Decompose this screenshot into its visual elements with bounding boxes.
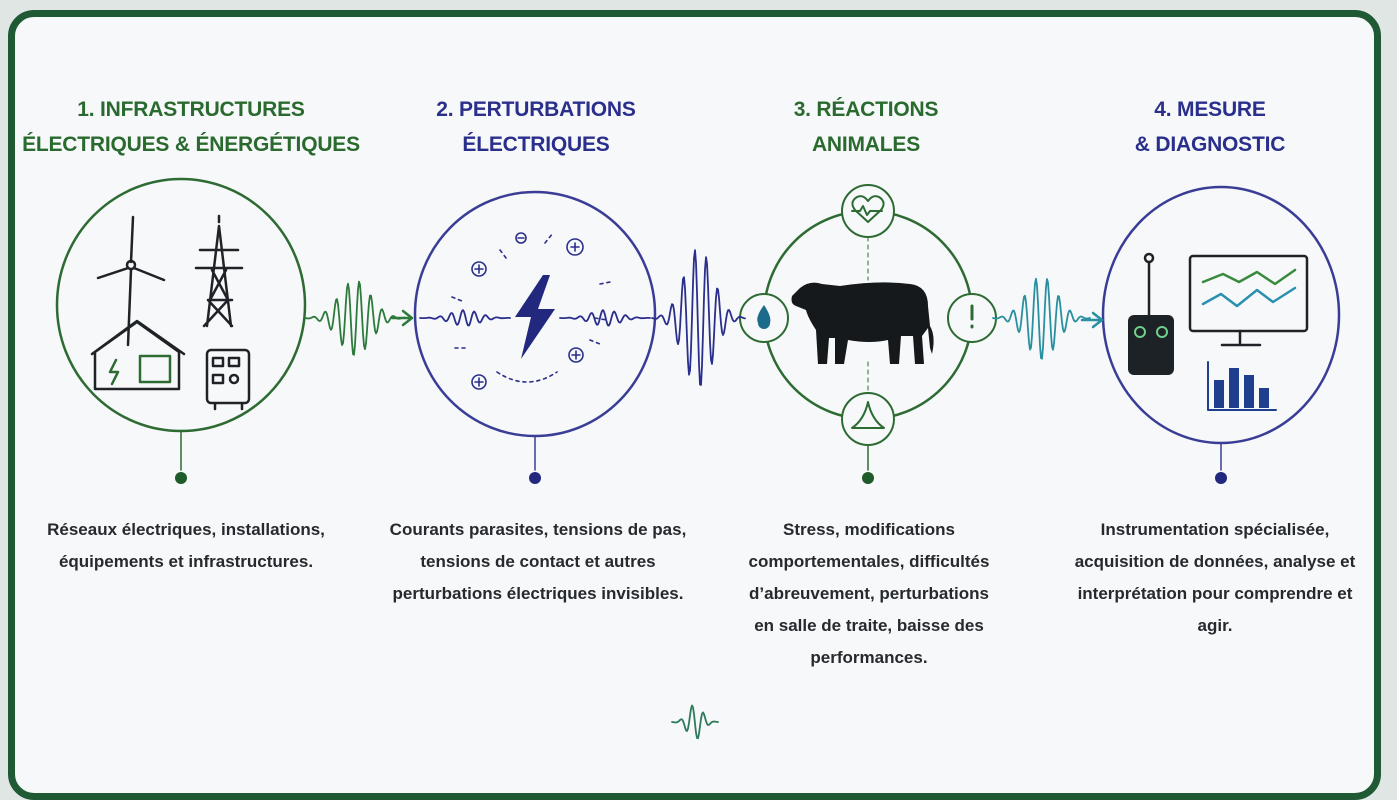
arrow xyxy=(390,309,414,327)
signal-wave xyxy=(419,309,511,327)
step-title: ÉLECTRIQUES xyxy=(462,133,610,156)
arrow xyxy=(1080,311,1104,329)
step-title: ÉLECTRIQUES & ÉNERGÉTIQUES xyxy=(22,133,360,156)
step-title: 4. MESURE xyxy=(1154,98,1266,121)
step-description: Instrumentation spécialisée, acquisition… xyxy=(1074,520,1356,635)
step-description: Courants parasites, tensions de pas, ten… xyxy=(389,520,687,603)
step-title: 1. INFRASTRUCTURES xyxy=(77,98,305,121)
step-title: 2. PERTURBATIONS xyxy=(436,98,636,121)
signal-wave xyxy=(304,280,406,356)
signal-wave xyxy=(559,309,651,327)
step-title: & DIAGNOSTIC xyxy=(1134,133,1286,156)
step-description: Stress, modifications comportementales, … xyxy=(748,520,990,667)
footer-wave xyxy=(671,704,719,740)
decorations xyxy=(47,177,1348,740)
signal-wave xyxy=(992,277,1091,360)
infographic-frame xyxy=(8,10,1381,800)
step-description: Réseaux électriques, installations, équi… xyxy=(47,520,325,571)
step-title: ANIMALES xyxy=(811,133,921,156)
step-title: 3. RÉACTIONS xyxy=(793,98,939,121)
signal-wave xyxy=(651,249,746,386)
circle-1 xyxy=(55,177,307,433)
